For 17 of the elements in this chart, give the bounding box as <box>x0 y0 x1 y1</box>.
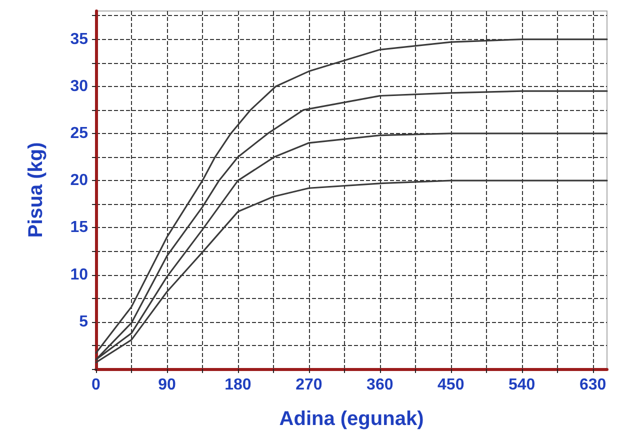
x-tick-label: 90 <box>158 376 176 394</box>
x-tick-label: 540 <box>508 376 536 394</box>
y-tick-label: 10 <box>70 266 88 284</box>
x-tick-label: 360 <box>366 376 394 394</box>
x-tick-label: 180 <box>224 376 252 394</box>
y-tick-label: 20 <box>70 172 88 190</box>
x-axis-title: Adina (egunak) <box>279 408 424 430</box>
x-tick-label: 630 <box>579 376 606 394</box>
y-tick-label: 25 <box>70 124 88 142</box>
y-tick-label: 35 <box>70 30 88 48</box>
x-tick-label: 450 <box>438 376 464 394</box>
y-tick-label: 15 <box>70 219 88 236</box>
x-tick-label: 270 <box>296 376 322 394</box>
y-tick-label: 5 <box>79 313 88 330</box>
x-tick-label: 0 <box>92 376 101 394</box>
y-axis-title: Pisua (kg) <box>25 142 47 238</box>
y-tick-label: 30 <box>70 78 88 95</box>
